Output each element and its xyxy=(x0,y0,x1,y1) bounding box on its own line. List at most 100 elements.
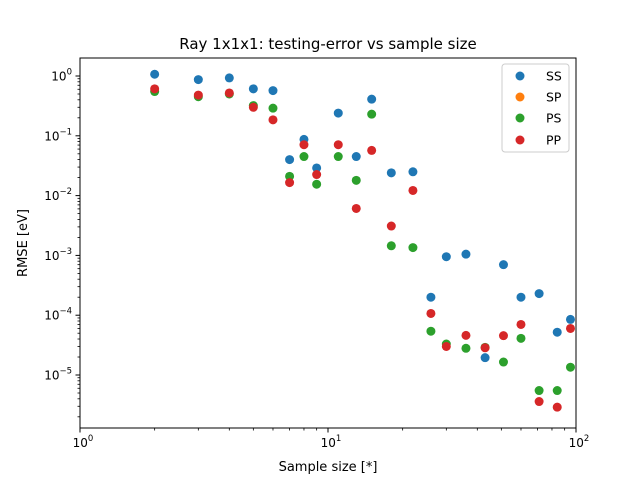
point-pp-10 xyxy=(367,145,377,155)
point-pp-2 xyxy=(224,88,234,98)
point-pp-19 xyxy=(534,397,544,407)
point-pp-13 xyxy=(426,308,436,318)
x-tick-label-1-exp: 1 xyxy=(336,434,341,444)
point-ps-18 xyxy=(516,333,526,343)
y-tick-label-5-exp: 0 xyxy=(67,68,72,78)
point-ps-13 xyxy=(426,326,436,336)
point-ps-17 xyxy=(498,357,508,367)
data-marks xyxy=(150,69,575,412)
y-tick-label-2-exp: −3 xyxy=(59,247,72,257)
y-tick-label-0-base: 10 xyxy=(44,369,59,383)
y-tick-label-3: 10−2 xyxy=(44,187,72,203)
point-ps-19 xyxy=(534,386,544,396)
point-ps-8 xyxy=(333,152,343,162)
point-ss-9 xyxy=(351,152,361,162)
point-ss-11 xyxy=(386,168,396,178)
point-ps-6 xyxy=(299,152,309,162)
x-tick-label-2-exp: 2 xyxy=(584,434,589,444)
point-ss-15 xyxy=(461,249,471,259)
legend-label-pp: PP xyxy=(546,133,562,148)
plot-frame xyxy=(79,57,577,429)
x-tick-label-1: 101 xyxy=(321,434,342,450)
x-tick-label-0-exp: 0 xyxy=(88,434,93,444)
x-tick-label-2: 102 xyxy=(569,434,590,450)
point-ss-7 xyxy=(312,163,322,173)
legend-label-ps: PS xyxy=(546,111,562,126)
point-ss-1 xyxy=(193,75,203,85)
point-ss-10 xyxy=(367,94,377,104)
chart-title: Ray 1x1x1: testing-error vs sample size xyxy=(179,35,476,53)
point-ss-8 xyxy=(333,108,343,118)
y-tick-label-0-exp: −5 xyxy=(59,367,72,377)
point-ss-16 xyxy=(480,353,490,363)
point-ss-12 xyxy=(408,167,418,177)
y-tick-label-3-exp: −2 xyxy=(59,187,72,197)
y-tick-label-2-base: 10 xyxy=(44,249,59,263)
y-tick-label-1-base: 10 xyxy=(44,309,59,323)
point-ps-5 xyxy=(285,171,295,181)
point-ss-4 xyxy=(268,86,278,96)
y-tick-label-3-base: 10 xyxy=(44,189,59,203)
point-pp-17 xyxy=(498,331,508,341)
point-pp-15 xyxy=(461,330,471,340)
point-ss-13 xyxy=(426,292,436,302)
point-pp-20 xyxy=(552,402,562,412)
point-ss-21 xyxy=(565,314,575,324)
point-ps-12 xyxy=(408,243,418,253)
legend-marker-pp xyxy=(515,135,525,145)
y-tick-label-2: 10−3 xyxy=(44,247,72,263)
point-pp-3 xyxy=(248,102,258,112)
point-ps-11 xyxy=(386,241,396,251)
y-tick-label-1-exp: −4 xyxy=(59,307,72,317)
x-axis-label: Sample size [*] xyxy=(279,460,378,475)
point-ss-20 xyxy=(552,327,562,337)
x-tick-label-1-base: 10 xyxy=(321,436,336,450)
point-pp-14 xyxy=(441,341,451,351)
legend-marker-ss xyxy=(515,71,525,81)
y-tick-label-0: 10−5 xyxy=(44,367,72,383)
point-ss-5 xyxy=(285,155,295,165)
y-axis-label: RMSE [eV] xyxy=(16,209,31,277)
point-pp-8 xyxy=(333,140,343,150)
point-ss-19 xyxy=(534,289,544,299)
y-tick-label-5-base: 10 xyxy=(51,70,66,84)
y-tick-label-4: 10−1 xyxy=(44,127,72,143)
x-tick-label-2-base: 10 xyxy=(569,436,584,450)
point-pp-18 xyxy=(516,319,526,329)
point-ps-4 xyxy=(268,103,278,113)
point-pp-9 xyxy=(351,203,361,213)
point-pp-1 xyxy=(193,90,203,100)
x-tick-label-0: 100 xyxy=(73,434,94,450)
y-tick-label-4-base: 10 xyxy=(44,129,59,143)
point-ss-18 xyxy=(516,292,526,302)
point-ss-17 xyxy=(498,260,508,270)
point-pp-16 xyxy=(480,343,490,353)
point-ss-0 xyxy=(150,69,160,79)
series-pp xyxy=(150,84,575,412)
point-pp-12 xyxy=(408,185,418,195)
x-tick-label-0-base: 10 xyxy=(73,436,88,450)
point-ss-14 xyxy=(441,252,451,262)
legend-label-ss: SS xyxy=(546,69,562,84)
point-pp-11 xyxy=(386,221,396,231)
series-ss xyxy=(150,69,575,363)
y-tick-label-5: 100 xyxy=(51,68,72,84)
legend-marker-sp xyxy=(515,92,525,102)
legend-marker-ps xyxy=(515,113,525,123)
point-pp-5 xyxy=(285,178,295,188)
y-tick-label-1: 10−4 xyxy=(44,307,72,323)
legend-label-sp: SP xyxy=(546,90,562,105)
point-ps-7 xyxy=(312,179,322,189)
y-tick-label-4-exp: −1 xyxy=(59,127,72,137)
point-pp-7 xyxy=(312,170,322,180)
point-ps-9 xyxy=(351,175,361,185)
point-pp-0 xyxy=(150,84,160,94)
point-pp-21 xyxy=(565,323,575,333)
point-ps-20 xyxy=(552,386,562,396)
point-pp-4 xyxy=(268,115,278,125)
legend: SS SP PS PP xyxy=(501,63,570,153)
point-ss-3 xyxy=(248,84,258,94)
point-ps-10 xyxy=(367,109,377,119)
